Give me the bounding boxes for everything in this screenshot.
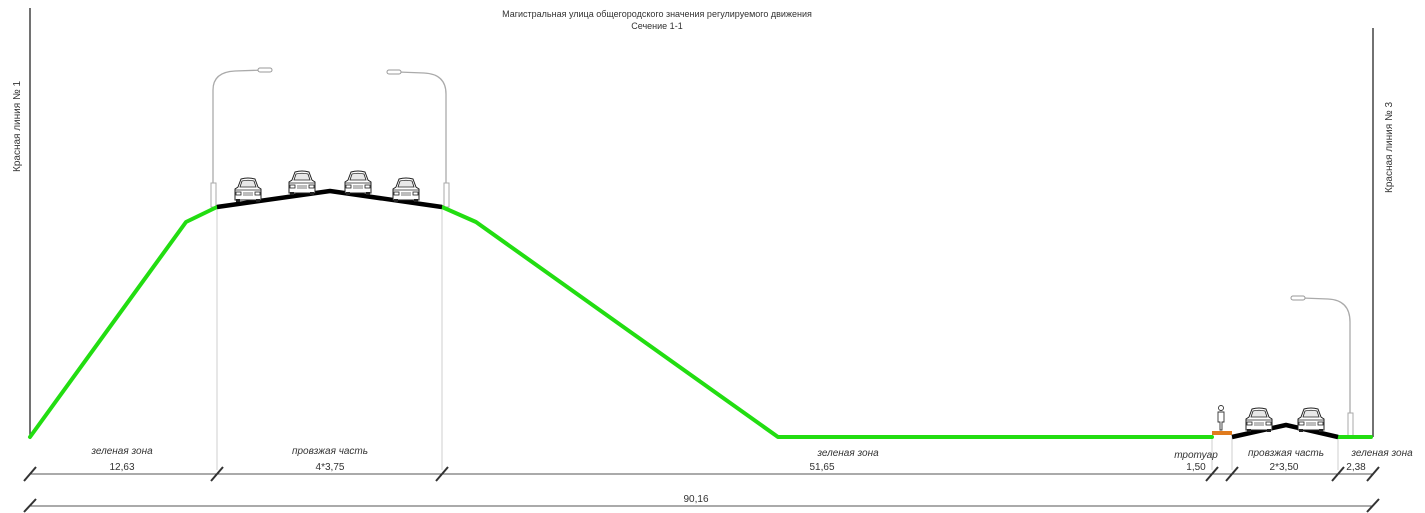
car-front-icon: [288, 170, 316, 196]
carriageway-main: [216, 188, 443, 210]
green-zone-lines: [28, 205, 1373, 439]
total-dimension-ticks: [23, 498, 1380, 513]
car-front-icon: [234, 177, 262, 203]
zone-label: провзжая часть: [292, 446, 368, 457]
pedestrian-icon: [1217, 405, 1225, 431]
car-front-icon: [392, 177, 420, 203]
red-line-left-label: Красная линия № 1: [12, 81, 23, 172]
zone-label: зеленая зона: [90, 446, 153, 457]
dimension-value: 1,50: [1186, 462, 1206, 473]
dimension-ticks: [23, 466, 1380, 482]
street-lamp-icon: [210, 67, 273, 208]
dimension-value: 12,63: [109, 462, 134, 473]
zone-label: тротуар: [1174, 450, 1218, 461]
zone-label: зеленая зона: [816, 448, 879, 459]
dimension-value: 2,38: [1346, 462, 1366, 473]
street-lamp-icon: [386, 69, 450, 208]
red-line-right-label: Красная линия № 3: [1384, 102, 1395, 193]
street-lamp-icon: [1290, 295, 1354, 438]
diagram-title: Магистральная улица общегородского значе…: [502, 9, 812, 19]
total-dimension-value: 90,16: [683, 494, 708, 505]
dimension-value: 51,65: [809, 462, 834, 473]
car-front-icon: [1297, 407, 1325, 433]
car-front-icon: [1245, 407, 1273, 433]
zone-label: зеленая зона: [1350, 448, 1413, 459]
zone-label: провзжая часть: [1248, 448, 1324, 459]
guide-lines: [216, 207, 1339, 470]
carriageway-local: [1231, 422, 1339, 440]
dimension-value: 2*3,50: [1270, 462, 1299, 473]
diagram-subtitle: Сечение 1-1: [631, 21, 682, 31]
car-front-icon: [344, 170, 372, 196]
dimension-value: 4*3,75: [316, 462, 345, 473]
